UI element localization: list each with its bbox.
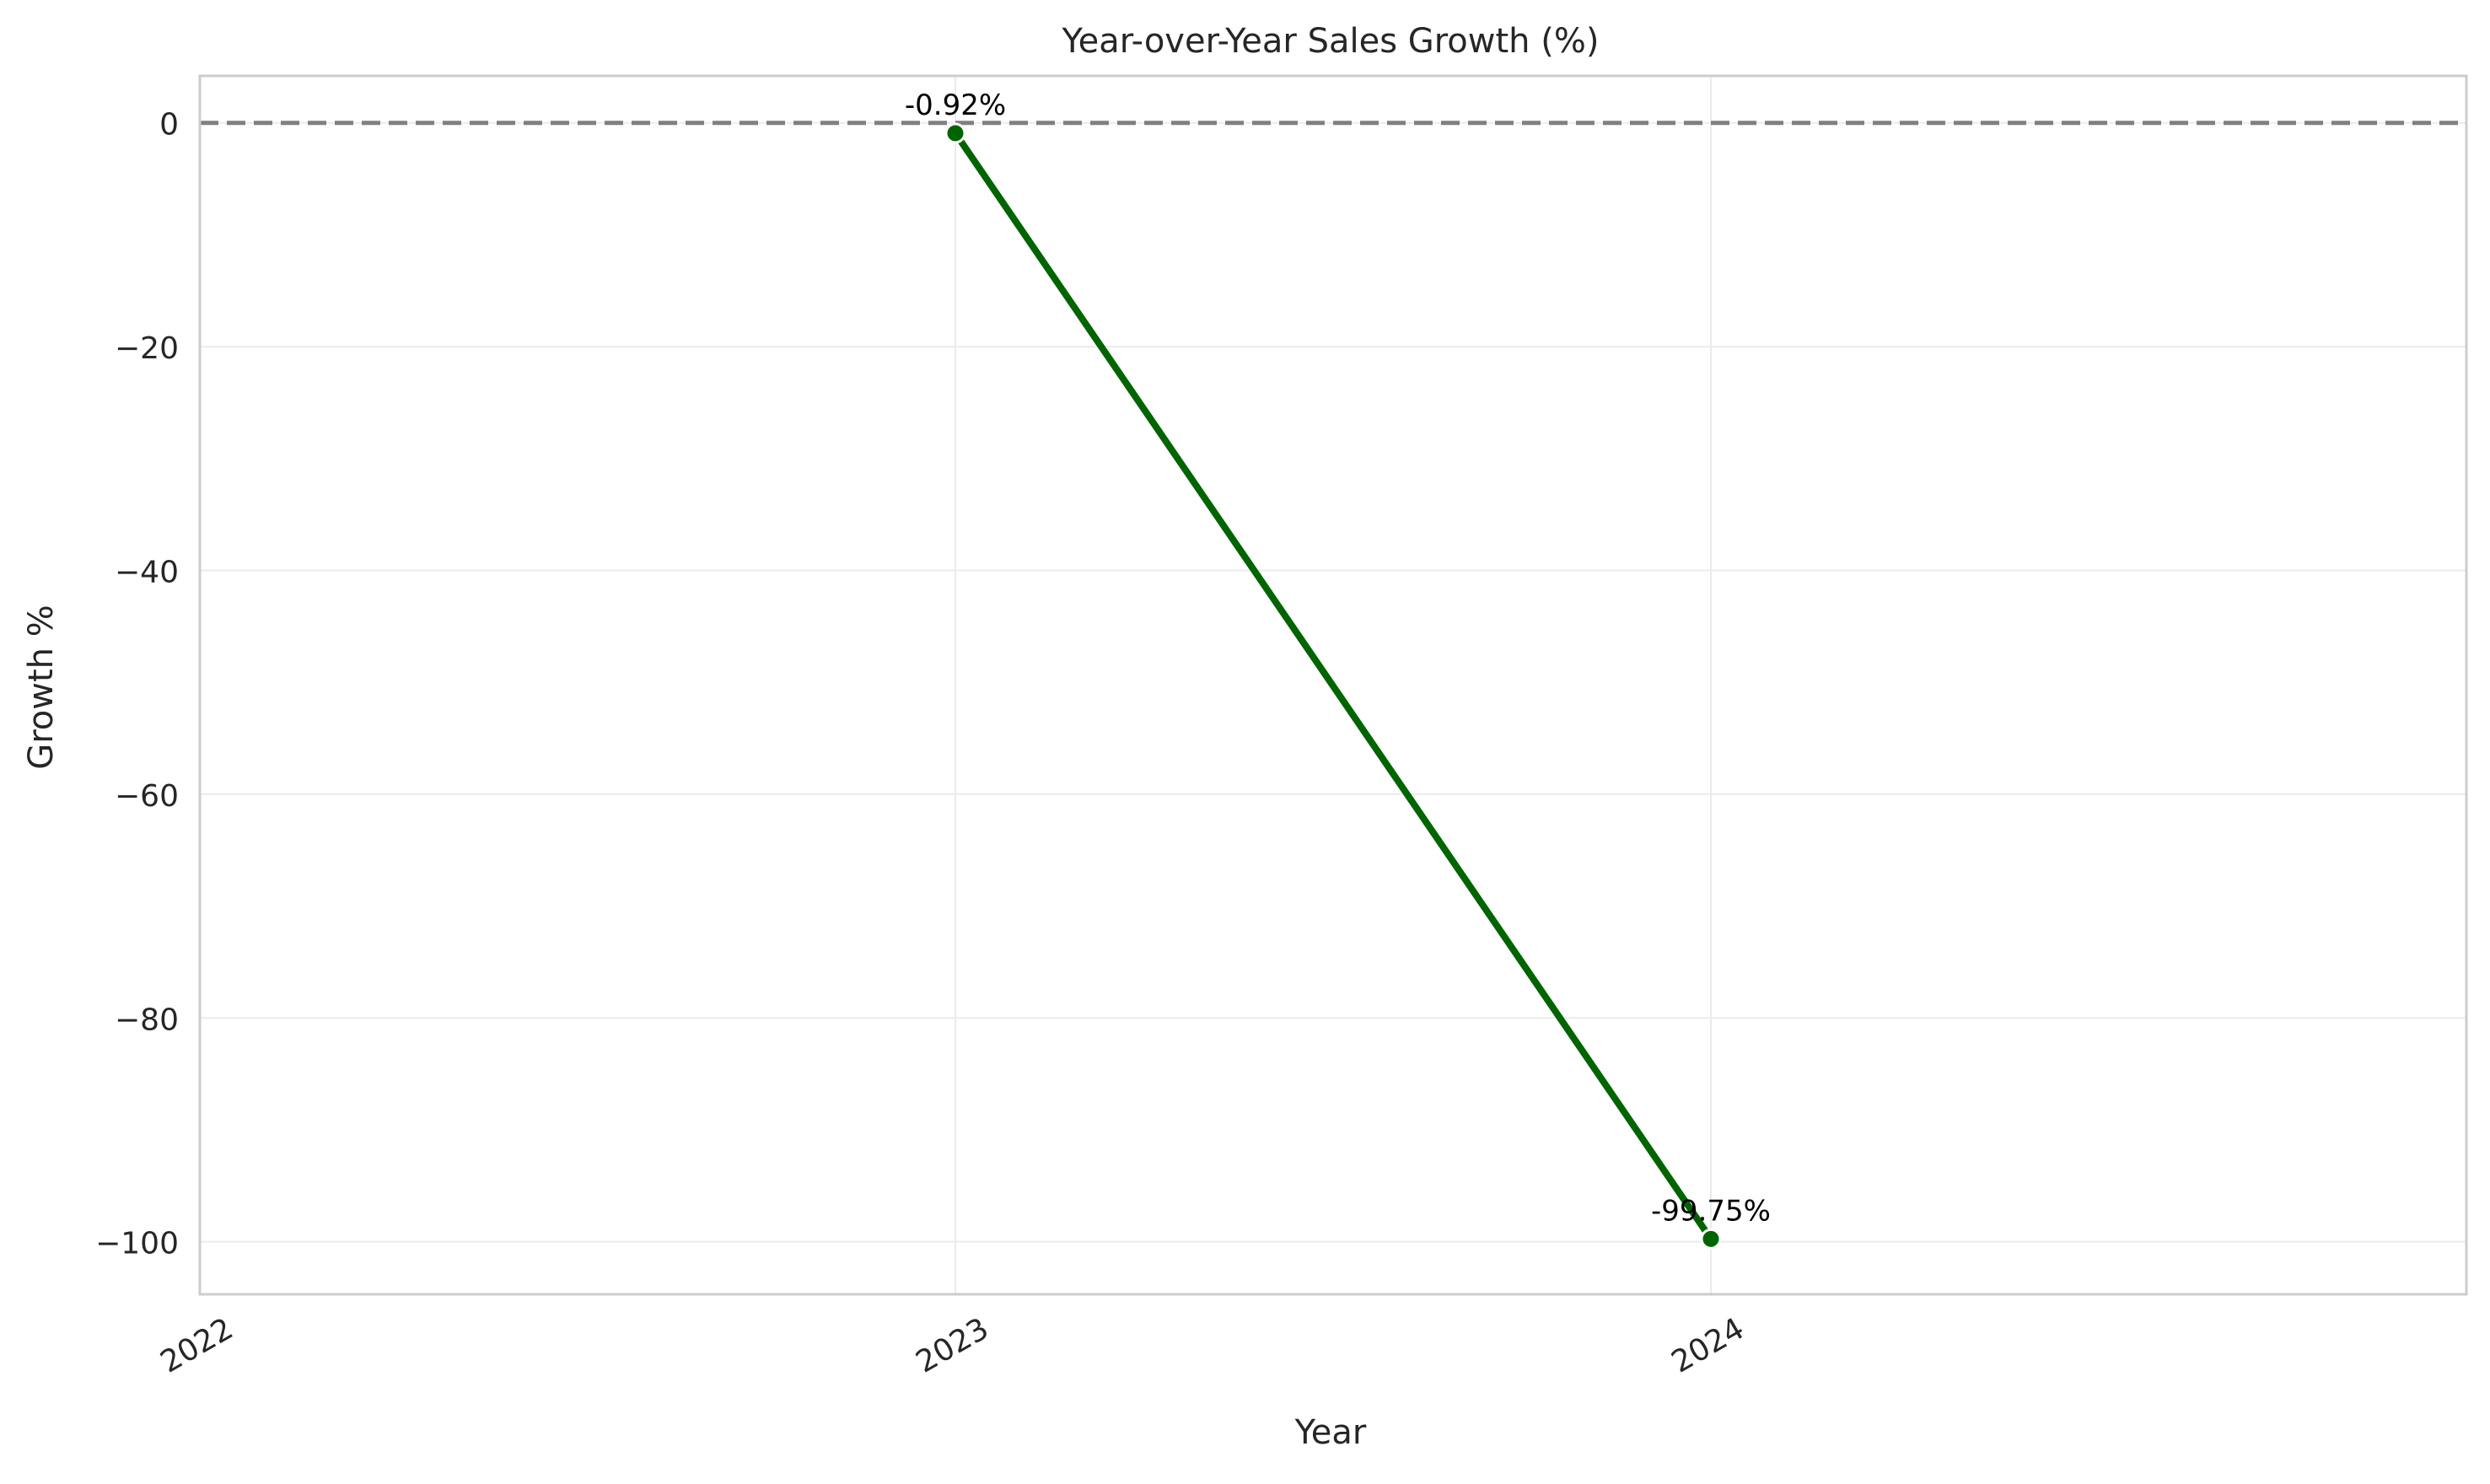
plot-frame (198, 74, 2468, 1296)
data-label: -99.75% (1651, 1194, 1771, 1228)
y-axis-label: Growth % (22, 605, 61, 770)
series-line (952, 131, 1714, 1241)
x-axis-label: Year (1294, 1413, 1367, 1452)
series-layer: -0.92% -99.75% (905, 89, 1771, 1250)
y-tick-label: −80 (115, 1003, 179, 1037)
data-point (944, 122, 966, 144)
data-label: -0.92% (905, 89, 1006, 122)
y-tick-label: 0 (159, 108, 179, 142)
data-point (1700, 1228, 1722, 1250)
y-tick-label: −60 (115, 779, 179, 814)
y-tick-label: −40 (115, 555, 179, 589)
y-tick-label: −20 (115, 331, 179, 366)
chart-title: Year-over-Year Sales Growth (%) (1062, 22, 1600, 61)
grid-layer (199, 76, 2466, 1294)
y-tick-label: −100 (95, 1227, 179, 1261)
